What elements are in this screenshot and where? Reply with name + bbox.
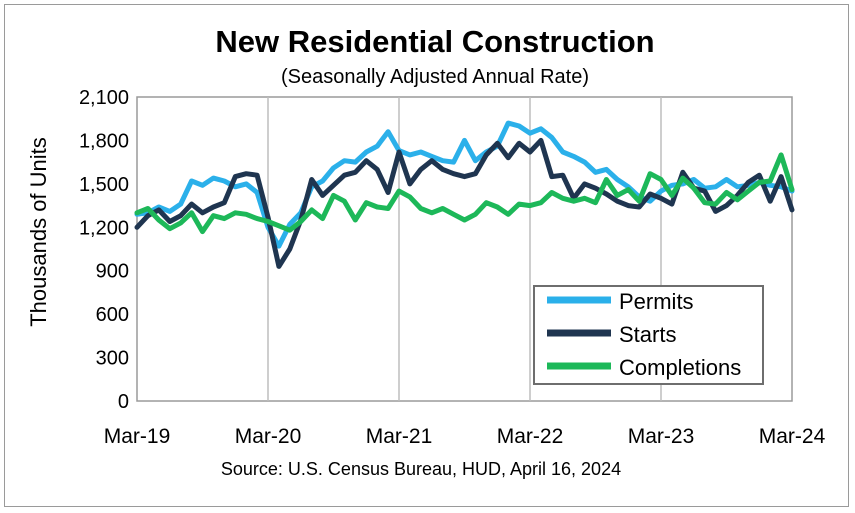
y-tick-label: 900 <box>96 261 129 283</box>
series-permits <box>134 120 795 249</box>
y-tick-label: 1,500 <box>79 174 129 196</box>
x-tick-label: Mar-22 <box>497 425 564 448</box>
x-tick-label: Mar-20 <box>235 425 302 448</box>
y-tick-label: 300 <box>96 348 129 370</box>
series-line-starts <box>134 137 795 269</box>
y-tick-label: 2,100 <box>79 87 129 109</box>
source-note: Source: U.S. Census Bureau, HUD, April 1… <box>221 459 621 479</box>
y-axis-label: Thousands of Units <box>26 137 51 327</box>
series-line-completions <box>134 152 795 235</box>
x-axis-ticks: Mar-19 Mar-20 Mar-21 Mar-22 Mar-23 Mar-24 <box>104 425 826 448</box>
series-layer <box>134 120 795 269</box>
y-tick-label: 600 <box>96 304 129 326</box>
chart-title: New Residential Construction <box>215 24 654 59</box>
chart-subtitle: (Seasonally Adjusted Annual Rate) <box>281 66 589 88</box>
legend-label-completions: Completions <box>619 355 741 380</box>
x-tick-label: Mar-23 <box>628 425 695 448</box>
legend-label-permits: Permits <box>619 289 694 314</box>
series-completions <box>134 152 795 235</box>
y-tick-label: 1,200 <box>79 217 129 239</box>
series-starts <box>134 137 795 269</box>
x-tick-label: Mar-21 <box>366 425 433 448</box>
y-tick-label: 1,800 <box>79 130 129 152</box>
y-axis-ticks: 0 300 600 900 1,200 1,500 1,800 2,100 <box>79 87 129 413</box>
legend-label-starts: Starts <box>619 322 676 347</box>
x-tick-label: Mar-19 <box>104 425 171 448</box>
y-tick-label: 0 <box>118 391 129 413</box>
series-line-permits <box>134 120 795 249</box>
legend: Permits Starts Completions <box>533 285 764 385</box>
x-tick-label: Mar-24 <box>759 425 826 448</box>
